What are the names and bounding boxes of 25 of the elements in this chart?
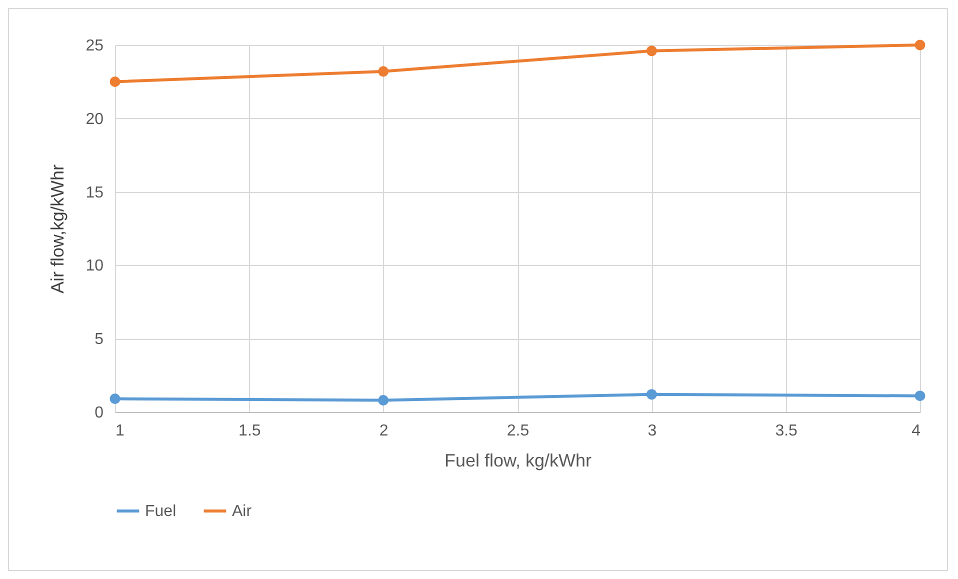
point: [110, 76, 120, 87]
x-tick-label: 3.5: [775, 422, 798, 440]
point: [646, 46, 657, 56]
point: [646, 389, 657, 400]
x-axis-title: Fuel flow, kg/kWhr: [444, 450, 592, 470]
y-tick-label: 5: [94, 331, 104, 348]
legend-label: Fuel: [145, 503, 176, 520]
point: [378, 395, 389, 406]
point: [914, 390, 926, 402]
x-tick-label: 4: [912, 422, 921, 440]
x-tick-label: 1.5: [238, 422, 261, 440]
point: [378, 66, 389, 77]
x-tick-label: 2: [379, 422, 388, 440]
y-axis-title: Air flow,kg/kWhr: [48, 164, 68, 294]
legend-label: Air: [232, 503, 252, 520]
x-tick-label: 1: [116, 422, 124, 440]
point: [914, 40, 926, 50]
x-tick-label: 2.5: [506, 422, 530, 440]
y-tick-label: 25: [86, 38, 104, 54]
x-tick-label: 3: [648, 422, 657, 440]
y-tick-label: 15: [86, 184, 104, 202]
y-tick-label: 0: [94, 404, 104, 422]
y-tick-label: 10: [86, 258, 104, 275]
point: [110, 394, 120, 404]
y-tick-label: 20: [86, 110, 104, 128]
